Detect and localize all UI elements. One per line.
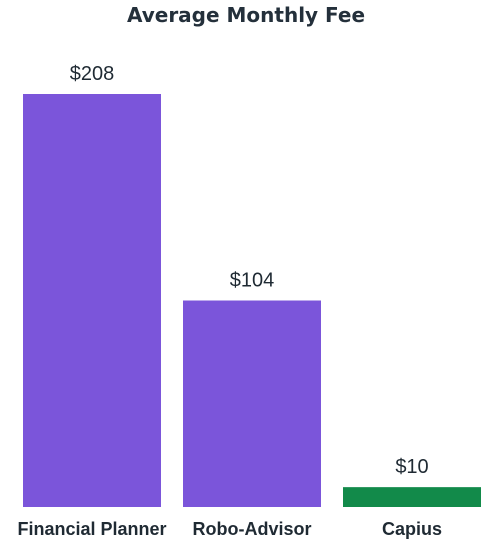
bar-capius [343,487,481,507]
category-labels-group: Financial Planner Robo-Advisor Capius [17,519,442,539]
value-label-capius: $10 [395,456,428,478]
category-label-robo-advisor: Robo-Advisor [193,519,312,539]
category-label-financial-planner: Financial Planner [17,519,166,539]
bar-financial-planner [23,94,161,507]
value-label-robo-advisor: $104 [230,270,275,292]
bars-group [23,94,481,507]
bar-robo-advisor [183,300,321,507]
category-label-capius: Capius [382,519,442,539]
chart-title: Average Monthly Fee [127,3,365,27]
value-label-financial-planner: $208 [70,63,115,85]
value-labels-group: $208 $104 $10 [70,63,429,478]
